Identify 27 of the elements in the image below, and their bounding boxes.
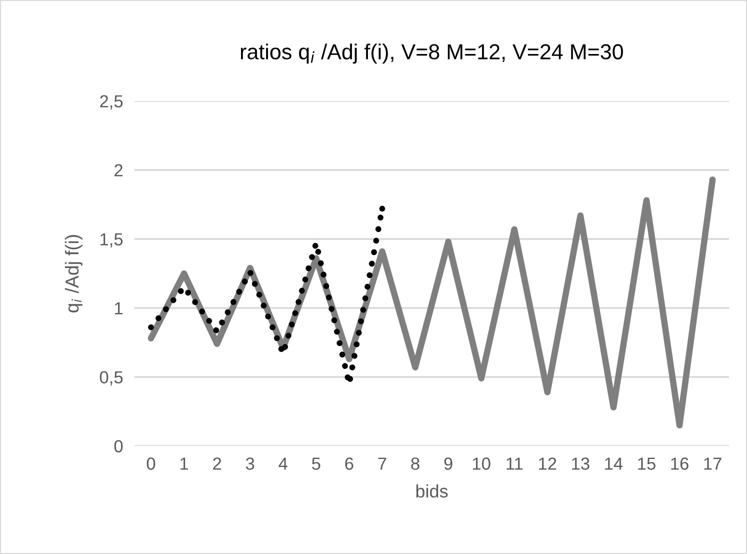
x-axis-title: bids xyxy=(416,484,448,498)
x-tick-label: 0 xyxy=(146,458,156,470)
x-tick-label: 11 xyxy=(506,458,523,470)
x-tick-label: 1 xyxy=(180,458,188,470)
y-tick-label: 1 xyxy=(115,302,123,314)
y-tick-label: 0,5 xyxy=(100,371,123,386)
x-tick-label: 9 xyxy=(444,458,452,470)
x-tick-label: 4 xyxy=(278,458,288,470)
x-tick-label: 17 xyxy=(704,458,722,470)
y-axis-title: q$_{i}$ /Adj f(i) xyxy=(64,235,82,312)
x-tick-label: 7 xyxy=(378,458,386,470)
x-tick-label: 8 xyxy=(411,458,420,470)
x-tick-label: 12 xyxy=(539,458,556,470)
x-tick-label: 10 xyxy=(472,458,490,470)
x-tick-label: 3 xyxy=(246,458,254,470)
y-tick-label: 0 xyxy=(114,440,123,452)
y-tick-label: 2,5 xyxy=(100,95,123,110)
chart-title: ratios q$_{i}$ /Adj f(i), V=8 M=12, V=24 M=30 xyxy=(240,44,623,64)
x-tick-label: 6 xyxy=(345,458,354,470)
x-tick-label: 2 xyxy=(213,458,221,470)
x-tick-label: 14 xyxy=(605,458,623,470)
x-tick-label: 16 xyxy=(671,458,688,470)
y-tick-label: 2 xyxy=(114,164,122,176)
x-tick-label: 5 xyxy=(312,458,320,470)
y-tick-label: 1,5 xyxy=(100,233,123,248)
x-tick-label: 13 xyxy=(572,458,590,470)
x-tick-label: 15 xyxy=(638,458,656,470)
